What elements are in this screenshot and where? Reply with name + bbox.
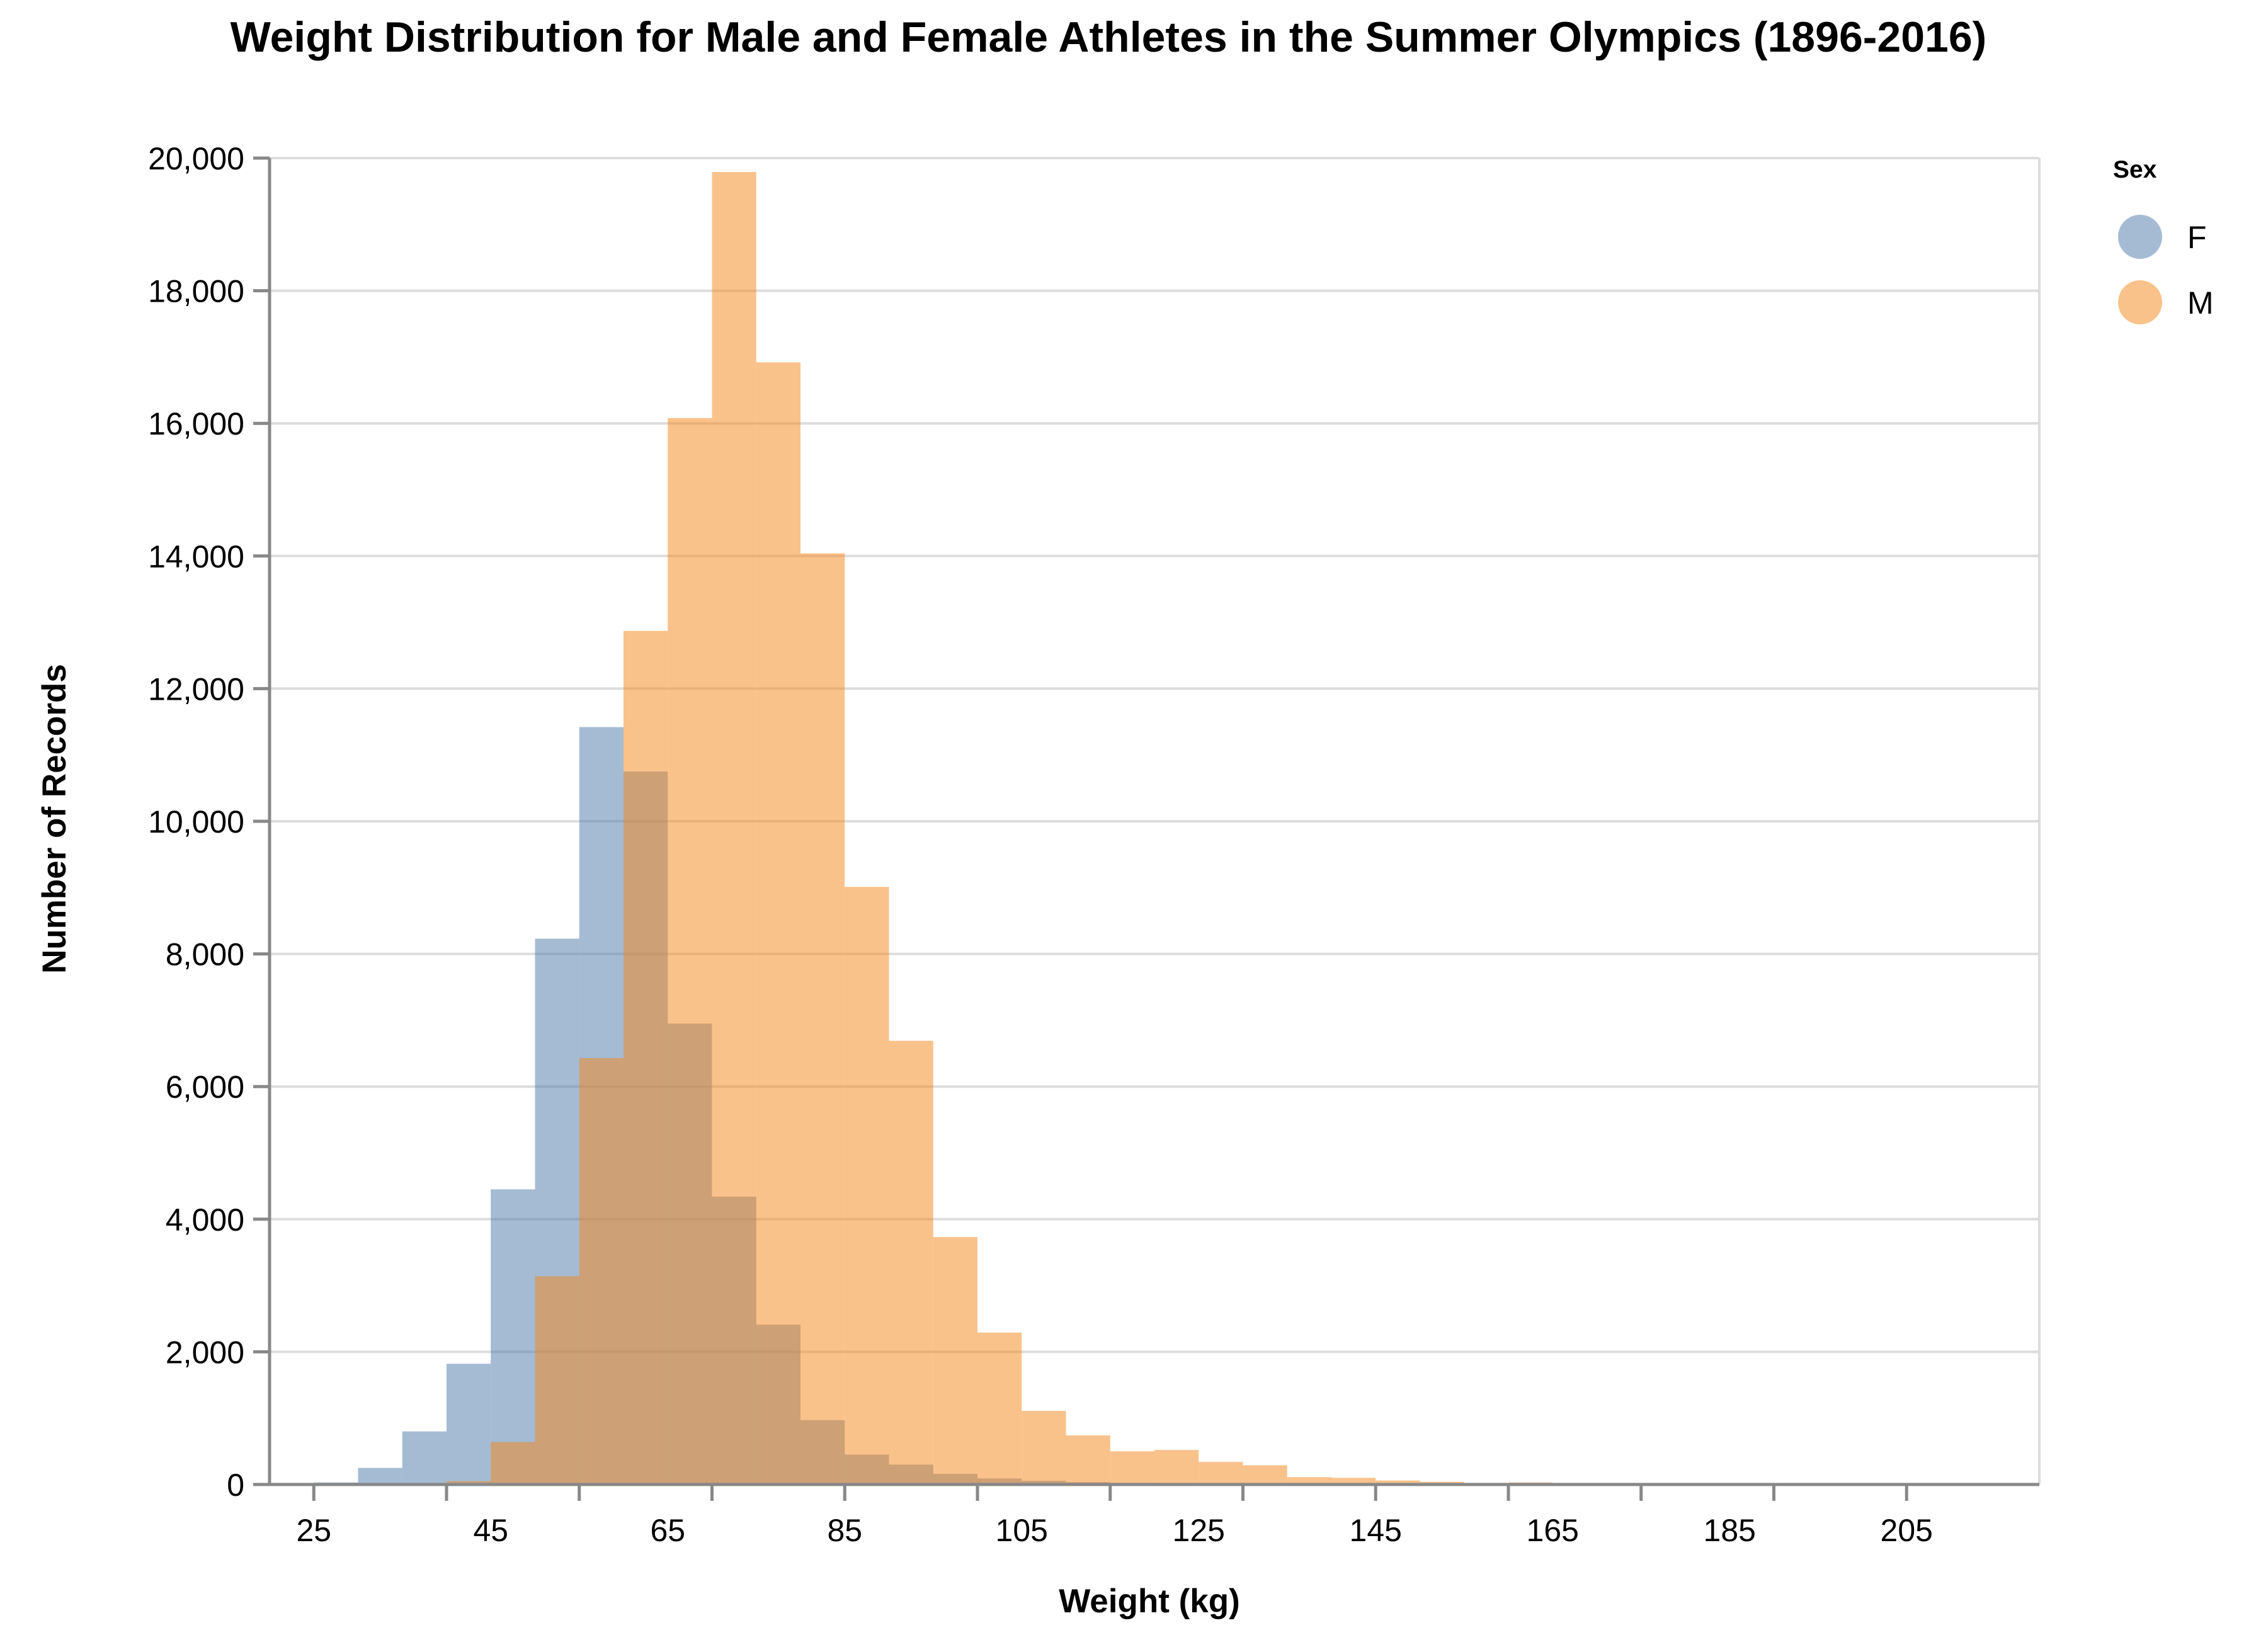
y-tick-label: 16,000 bbox=[148, 406, 244, 441]
bar-f-45 bbox=[491, 1189, 535, 1484]
bar-m-105 bbox=[1022, 1411, 1066, 1484]
bar-f-30 bbox=[358, 1468, 402, 1484]
x-axis-title: Weight (kg) bbox=[1059, 1583, 1240, 1620]
legend-swatch-f bbox=[2118, 215, 2162, 259]
bar-m-90 bbox=[889, 1041, 933, 1484]
chart-title: Weight Distribution for Male and Female … bbox=[231, 13, 1987, 61]
y-tick-label: 20,000 bbox=[148, 141, 244, 176]
y-tick-label: 8,000 bbox=[166, 937, 244, 972]
bar-m-100 bbox=[977, 1333, 1022, 1484]
legend-swatch-m bbox=[2118, 280, 2162, 324]
x-tick-label: 125 bbox=[1173, 1513, 1225, 1548]
bar-f-40 bbox=[447, 1364, 491, 1484]
bar-m-80 bbox=[800, 554, 845, 1484]
bar-m-125 bbox=[1199, 1462, 1243, 1484]
x-tick-label: 85 bbox=[827, 1513, 862, 1548]
legend-label-m: M bbox=[2187, 285, 2214, 321]
y-tick-label: 6,000 bbox=[166, 1069, 244, 1105]
y-tick-label: 14,000 bbox=[148, 539, 244, 574]
y-tick-label: 10,000 bbox=[148, 804, 244, 840]
bar-m-50 bbox=[535, 1276, 579, 1484]
bar-m-110 bbox=[1066, 1435, 1110, 1484]
x-tick-label: 185 bbox=[1704, 1513, 1756, 1548]
x-tick-label: 65 bbox=[650, 1513, 685, 1548]
bar-m-60 bbox=[624, 631, 668, 1484]
x-tick-label: 45 bbox=[473, 1513, 508, 1548]
x-tick-label: 205 bbox=[1881, 1513, 1933, 1548]
bar-m-130 bbox=[1243, 1465, 1287, 1484]
bar-f-35 bbox=[402, 1432, 447, 1484]
bar-m-115 bbox=[1110, 1451, 1154, 1484]
y-tick-label: 12,000 bbox=[148, 671, 244, 707]
y-axis-title: Number of Records bbox=[36, 664, 73, 974]
bar-m-45 bbox=[491, 1442, 535, 1484]
bar-m-95 bbox=[933, 1237, 977, 1484]
x-tick-label: 165 bbox=[1527, 1513, 1579, 1548]
x-tick-label: 105 bbox=[996, 1513, 1048, 1548]
y-tick-label: 4,000 bbox=[166, 1202, 244, 1238]
y-tick-label: 2,000 bbox=[166, 1335, 244, 1370]
bar-m-65 bbox=[668, 418, 712, 1484]
y-tick-label: 18,000 bbox=[148, 274, 244, 309]
legend-label-f: F bbox=[2187, 220, 2207, 255]
bar-m-70 bbox=[712, 172, 756, 1484]
bar-m-85 bbox=[845, 887, 889, 1484]
legend-title: Sex bbox=[2113, 156, 2157, 183]
bar-m-120 bbox=[1154, 1450, 1199, 1484]
bar-m-55 bbox=[579, 1058, 624, 1484]
x-tick-label: 25 bbox=[296, 1513, 331, 1548]
y-tick-label: 0 bbox=[227, 1467, 244, 1503]
x-tick-label: 145 bbox=[1350, 1513, 1402, 1548]
bar-m-75 bbox=[756, 362, 800, 1484]
